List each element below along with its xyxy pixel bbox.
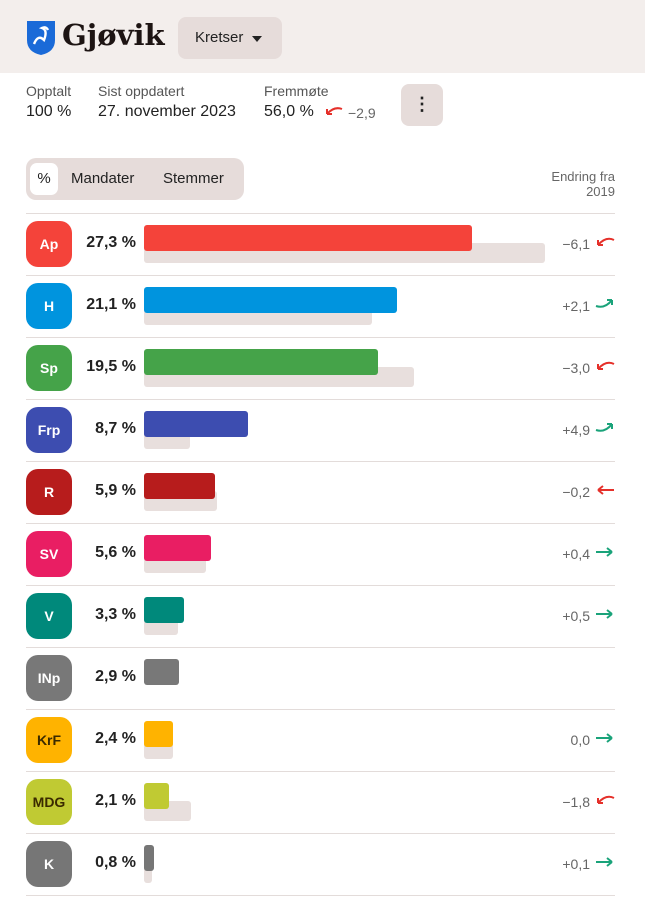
change-heading: Endring fra 2019 [551,169,615,199]
more-button[interactable]: ⋮ [401,84,443,126]
change-arrow [597,485,614,495]
change-label: 0,0 [570,732,590,748]
separator [26,771,615,772]
separator [26,523,615,524]
separator [26,833,615,834]
value-label: 2,4 % [95,730,136,747]
stat-label: Sist oppdatert [98,83,185,99]
separator [26,895,615,896]
bar [144,287,398,313]
change-label: +0,1 [562,856,590,872]
change-label: −3,0 [562,360,590,376]
change-label: −6,1 [562,236,590,252]
separator [26,709,615,710]
change-arrow [596,547,613,557]
party-badge: SV [26,531,72,577]
party-badge: Ap [26,221,72,267]
change-arrow [595,423,613,432]
value-label: 21,1 % [86,296,136,313]
change-arrow [596,733,613,743]
arrow-path [596,857,613,867]
value-label: 2,1 % [95,792,136,809]
arrow-path [597,485,614,495]
change-arrow [595,299,613,308]
party-badge: H [26,283,72,329]
bar [144,721,173,747]
stat-label: Opptalt [26,83,72,99]
bar [144,225,472,251]
value-label: 0,8 % [95,854,136,871]
title: Gjøvik [62,18,165,52]
party-badge: Sp [26,345,72,391]
arrow-path [595,423,613,432]
change-arrow [596,857,613,867]
separator [26,647,615,648]
bar [144,845,154,871]
arrow-path [596,547,613,557]
dropdown[interactable]: Kretser [178,17,282,59]
bar [144,349,379,375]
change-label: −0,2 [562,484,590,500]
tab[interactable]: Mandater [71,170,135,187]
change-label: +0,4 [562,546,590,562]
separator [26,275,615,276]
party-badge: R [26,469,72,515]
value-label: 8,7 % [95,420,136,437]
change-label: +2,1 [562,298,590,314]
stat-label: Fremmøte [264,83,329,99]
separator [26,585,615,586]
tabs: % Mandater Stemmer [26,158,244,200]
change-label: +0,5 [562,608,590,624]
turnout-arrow [326,107,343,115]
separator [26,461,615,462]
stat-value: 56,0 % [264,103,314,120]
value-label: 27,3 % [86,234,136,251]
party-badge: K [26,841,72,887]
change-arrow [597,361,615,370]
previous-bar [144,863,153,883]
change-label: −1,8 [562,794,590,810]
arrow-path [597,361,615,370]
stat-value: 100 % [26,103,72,120]
bar [144,659,179,685]
change-arrow [597,237,615,246]
separator [26,213,615,214]
party-badge: KrF [26,717,72,763]
party-badge: V [26,593,72,639]
value-label: 19,5 % [86,358,136,375]
party-badge: MDG [26,779,72,825]
dropdown-label[interactable]: Kretser [195,29,244,46]
bar [144,535,212,561]
bar [144,411,249,437]
value-label: 5,6 % [95,544,136,561]
tab[interactable]: % [30,163,58,195]
tab[interactable]: Stemmer [163,170,224,187]
arrow-path [597,237,615,246]
arrow-path [596,733,613,743]
logo [27,21,55,55]
value-label: 2,9 % [95,668,136,685]
value-label: 3,3 % [95,606,136,623]
header-bg [0,0,645,73]
bar [144,783,170,809]
change-arrow [597,795,615,804]
caret [252,36,263,42]
bar [144,597,184,623]
separator [26,337,615,338]
change-label: +4,9 [562,422,590,438]
change-arrow [596,609,613,619]
party-badge: INp [26,655,72,701]
stat-value: 27. november 2023 [98,103,236,120]
arrow-path [596,609,613,619]
arrow-path [595,299,613,308]
party-badge: Frp [26,407,72,453]
turnout-change: −2,9 [348,105,376,121]
separator [26,399,615,400]
arrow-path [597,795,615,804]
bar [144,473,215,499]
value-label: 5,9 % [95,482,136,499]
